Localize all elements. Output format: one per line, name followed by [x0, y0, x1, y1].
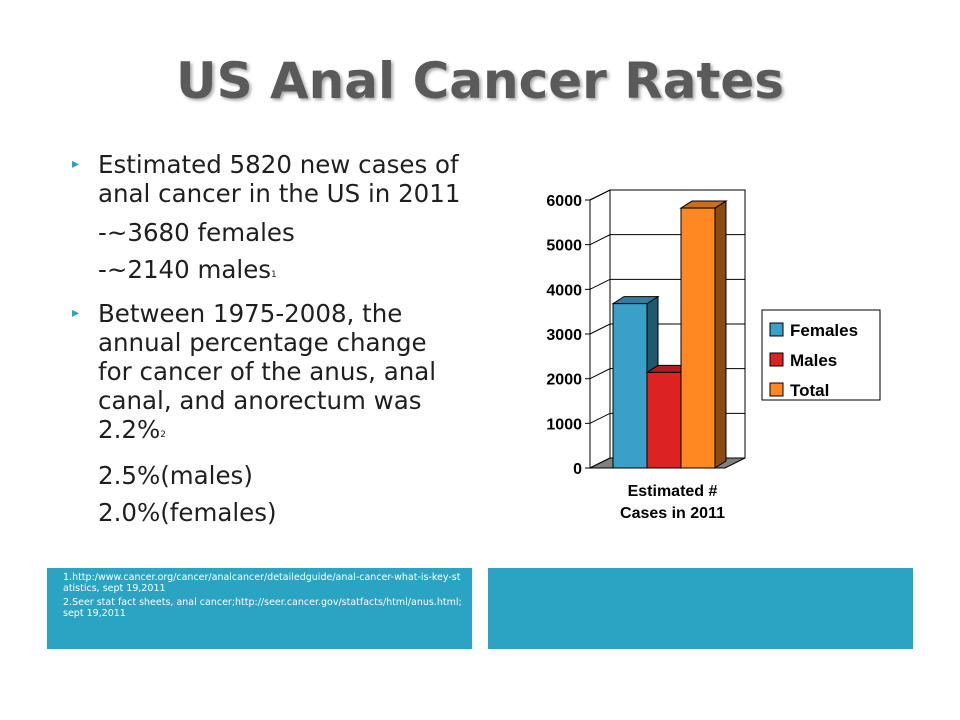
y-tick-label: 5000: [546, 238, 582, 255]
bullet-subline: 2.0%(females): [72, 498, 467, 527]
bullet-item: ▸ Estimated 5820 new cases of anal cance…: [72, 150, 467, 208]
legend-swatch: [769, 352, 784, 367]
y-tick-label: 3000: [546, 327, 582, 344]
subline-text: -~2140 males: [98, 255, 272, 284]
y-tick-label: 4000: [546, 282, 582, 299]
bar-males: [646, 371, 682, 469]
footer-panel: [488, 568, 913, 649]
y-tick-label: 1000: [546, 416, 582, 433]
references-footer: 1.http:/www.cancer.org/cancer/analcancer…: [47, 568, 472, 649]
legend-label: Females: [790, 321, 858, 340]
bullet-subline: 2.5%(males): [72, 461, 467, 490]
y-tick-label: 6000: [546, 193, 582, 210]
x-category-label: Estimated #: [628, 483, 718, 500]
reference-text: 1.http:/www.cancer.org/cancer/analcancer…: [63, 572, 461, 594]
reference-text: 2.Seer stat fact sheets, anal cancer;htt…: [63, 597, 462, 619]
bar-chart: 0 1000 2000 3000 4000 5000 6000 Estimated # Case…: [546, 189, 881, 522]
reference-marker: 2: [160, 430, 166, 440]
bullet-content: ▸ Estimated 5820 new cases of anal cance…: [72, 150, 467, 535]
subline-text: 2.5%(males): [98, 461, 253, 490]
arrow-bullet-icon: ▸: [72, 156, 80, 172]
bullet-subline: -~3680 females: [72, 218, 467, 247]
subline-text: -~3680 females: [98, 218, 295, 247]
arrow-bullet-icon: ▸: [72, 305, 80, 321]
x-category-label: Cases in 2011: [620, 505, 725, 522]
bar-females: [612, 303, 648, 469]
bullet-text: Estimated 5820 new cases of anal cancer …: [98, 150, 461, 208]
legend-label: Males: [790, 351, 837, 370]
reference-marker: 1: [271, 270, 277, 280]
subline-text: 2.0%(females): [98, 498, 277, 527]
slide-title: US Anal Cancer Rates: [175, 52, 785, 110]
bullet-subline: -~2140 males1: [72, 255, 467, 291]
bar-side: [714, 200, 727, 469]
legend-label: Total: [790, 381, 829, 400]
legend-swatch: [769, 382, 784, 397]
y-tick-label: 2000: [546, 372, 582, 389]
bar-total: [680, 207, 716, 469]
y-tick-label: 0: [573, 461, 582, 478]
bullet-text: Between 1975-2008, the annual percentage…: [98, 299, 437, 444]
legend-swatch: [769, 322, 784, 337]
bullet-item: ▸ Between 1975-2008, the annual percenta…: [72, 299, 467, 451]
gridline: [589, 189, 745, 201]
